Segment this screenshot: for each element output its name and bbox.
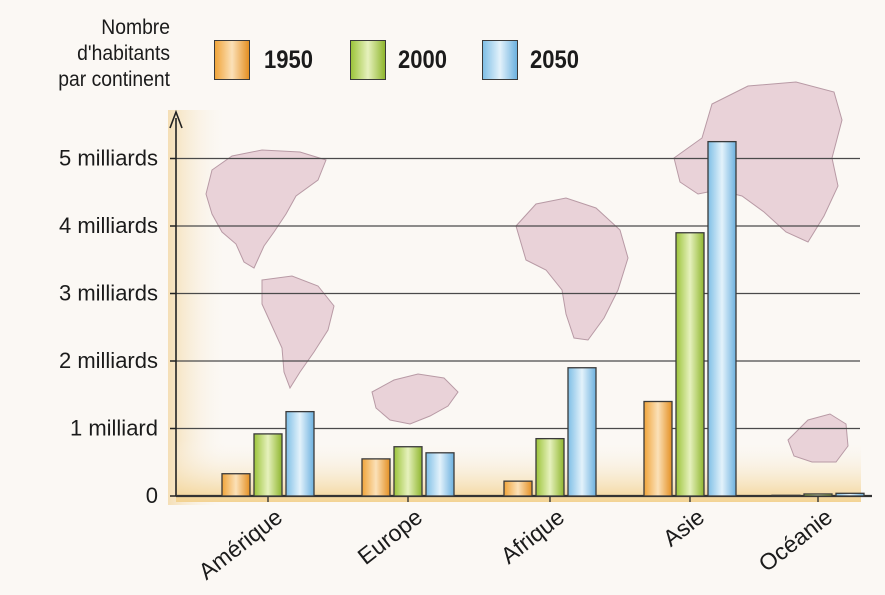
y-axis-title-line-1: Nombre xyxy=(101,16,170,39)
bar-2050-4 xyxy=(835,492,865,497)
bar-2000-1 xyxy=(393,446,423,497)
x-category-label: Europe xyxy=(353,503,427,569)
x-category-label: Océanie xyxy=(754,503,838,576)
y-tick-label: 0 xyxy=(146,483,158,508)
legend-swatch-2000 xyxy=(350,40,386,80)
bar-2000-3 xyxy=(675,232,705,497)
legend-label-2000: 2000 xyxy=(398,46,447,74)
legend-label-1950: 1950 xyxy=(264,46,313,74)
x-category-label: Amérique xyxy=(194,503,288,584)
y-tick-label: 1 milliard xyxy=(70,416,158,441)
bar-2050-3 xyxy=(707,140,737,497)
legend-swatch-2050 xyxy=(482,40,518,80)
y-tick-label: 3 milliards xyxy=(59,281,158,306)
y-axis-arrow-icon xyxy=(169,109,183,129)
bar-1950-0 xyxy=(221,473,251,497)
bar-2000-2 xyxy=(535,437,565,497)
bar-1950-1 xyxy=(361,458,391,497)
y-tick-label: 2 milliards xyxy=(59,348,158,373)
legend-swatch-1950 xyxy=(214,40,250,80)
x-category-label: Afrique xyxy=(496,503,569,568)
legend-label-2050: 2050 xyxy=(530,46,579,74)
south-america-shape xyxy=(261,275,335,390)
bar-1950-4 xyxy=(771,494,801,497)
world-map-background xyxy=(205,81,849,463)
y-tick-label: 4 milliards xyxy=(59,213,158,238)
africa-shape xyxy=(515,197,629,341)
bar-2000-4 xyxy=(803,493,833,497)
bar-1950-3 xyxy=(643,400,673,497)
y-tick-label: 5 milliards xyxy=(59,146,158,171)
bar-2050-0 xyxy=(285,410,315,497)
oceania-shape xyxy=(787,413,849,463)
bar-2050-2 xyxy=(567,367,597,497)
x-category-label: Asie xyxy=(658,503,709,551)
y-axis-title-line-3: par continent xyxy=(58,68,170,91)
bar-1950-2 xyxy=(503,480,533,497)
europe-shape xyxy=(371,373,459,425)
bar-2050-1 xyxy=(425,452,455,497)
asia-shape xyxy=(673,81,843,243)
bar-2000-0 xyxy=(253,433,283,497)
y-axis-title-line-2: d'habitants xyxy=(77,42,170,65)
